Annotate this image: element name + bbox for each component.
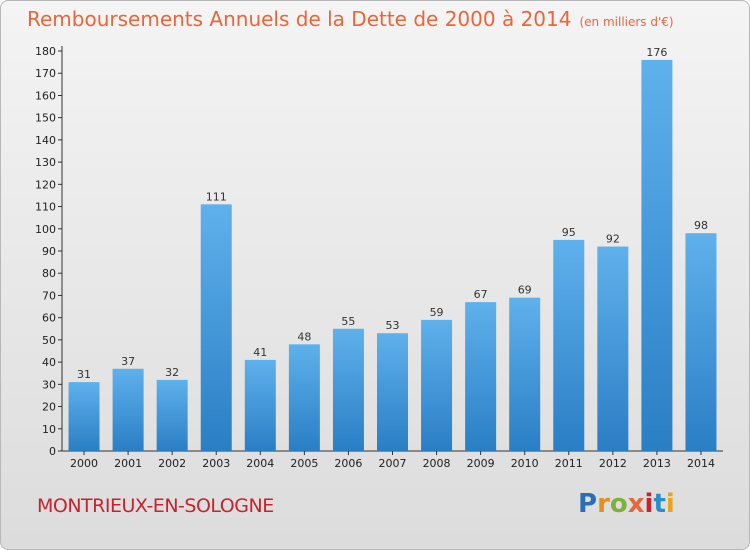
- bar: [421, 319, 453, 451]
- bar: [597, 246, 629, 451]
- x-tick-label: 2000: [70, 457, 98, 470]
- data-label: 176: [646, 46, 667, 59]
- x-tick-label: 2007: [379, 457, 407, 470]
- data-label: 41: [253, 346, 267, 359]
- logo-letter: P: [578, 489, 598, 519]
- x-tick-label: 2005: [290, 457, 318, 470]
- commune-name: MONTRIEUX-EN-SOLOGNE: [37, 495, 274, 517]
- data-label: 98: [694, 219, 708, 232]
- x-tick-label: 2011: [555, 457, 583, 470]
- chart-axes: 0 10 20 30 40 50 60 70 80 90 100 110 120 130 140 150 160…: [35, 45, 723, 458]
- bar: [377, 333, 408, 451]
- chart-labels: 2000 31 2001 37 2002 32 2003 111 2004 41 2005 48 200…: [70, 46, 715, 470]
- data-label: 69: [518, 284, 532, 297]
- data-label: 31: [77, 368, 91, 381]
- data-label: 92: [606, 233, 620, 246]
- bar: [465, 302, 497, 451]
- bar: [156, 379, 188, 451]
- y-tick-label: 150: [35, 112, 56, 125]
- x-tick-label: 2001: [114, 457, 142, 470]
- logo-letter: o: [609, 489, 628, 519]
- data-label: 59: [430, 306, 444, 319]
- bar: [112, 368, 144, 451]
- chart-unit: (en milliers d'€): [579, 15, 674, 29]
- bar: [288, 344, 320, 451]
- bar: [509, 297, 541, 451]
- x-tick-label: 2008: [423, 457, 451, 470]
- y-tick-label: 70: [42, 289, 56, 302]
- bar: [200, 204, 232, 451]
- x-tick-label: 2013: [643, 457, 671, 470]
- data-label: 53: [386, 319, 400, 332]
- data-label: 67: [474, 288, 488, 301]
- x-tick-label: 2012: [599, 457, 627, 470]
- logo-letter: t: [653, 489, 666, 519]
- logo-letter: x: [627, 489, 645, 519]
- bar: [685, 233, 717, 451]
- data-label: 95: [562, 226, 576, 239]
- proxiti-logo[interactable]: Proxiti: [578, 489, 675, 519]
- logo-letter: r: [597, 489, 610, 519]
- data-label: 111: [206, 190, 227, 203]
- data-label: 32: [165, 366, 179, 379]
- y-tick-label: 60: [42, 312, 56, 325]
- y-tick-label: 120: [35, 178, 56, 191]
- y-tick-label: 0: [49, 445, 56, 458]
- x-tick-label: 2004: [246, 457, 274, 470]
- y-tick-label: 180: [35, 45, 56, 58]
- x-tick-label: 2010: [511, 457, 539, 470]
- y-tick-label: 170: [35, 67, 56, 80]
- bar: [641, 59, 673, 452]
- y-tick-label: 40: [42, 356, 56, 369]
- y-tick-label: 140: [35, 134, 56, 147]
- x-tick-label: 2003: [202, 457, 230, 470]
- logo-letter: i: [644, 489, 654, 519]
- x-tick-label: 2014: [687, 457, 715, 470]
- bar: [553, 239, 585, 451]
- logo-letter: i: [665, 489, 675, 519]
- x-tick-label: 2006: [334, 457, 362, 470]
- bar: [244, 359, 276, 451]
- bar: [332, 328, 364, 451]
- y-tick-label: 30: [42, 378, 56, 391]
- y-tick-label: 80: [42, 267, 56, 280]
- y-tick-label: 90: [42, 245, 56, 258]
- bar: [68, 382, 100, 451]
- chart-bars: [68, 59, 717, 452]
- y-tick-label: 50: [42, 334, 56, 347]
- y-tick-label: 100: [35, 223, 56, 236]
- x-tick-label: 2009: [467, 457, 495, 470]
- data-label: 48: [297, 330, 311, 343]
- y-tick-label: 10: [42, 423, 56, 436]
- data-label: 37: [121, 355, 135, 368]
- y-tick-label: 20: [42, 401, 56, 414]
- y-tick-label: 130: [35, 156, 56, 169]
- data-label: 55: [341, 315, 355, 328]
- y-tick-label: 110: [35, 201, 56, 214]
- chart-title: Remboursements Annuels de la Dette de 20…: [27, 7, 674, 31]
- x-tick-label: 2002: [158, 457, 186, 470]
- y-tick-label: 160: [35, 89, 56, 102]
- chart-title-text: Remboursements Annuels de la Dette de 20…: [27, 7, 572, 31]
